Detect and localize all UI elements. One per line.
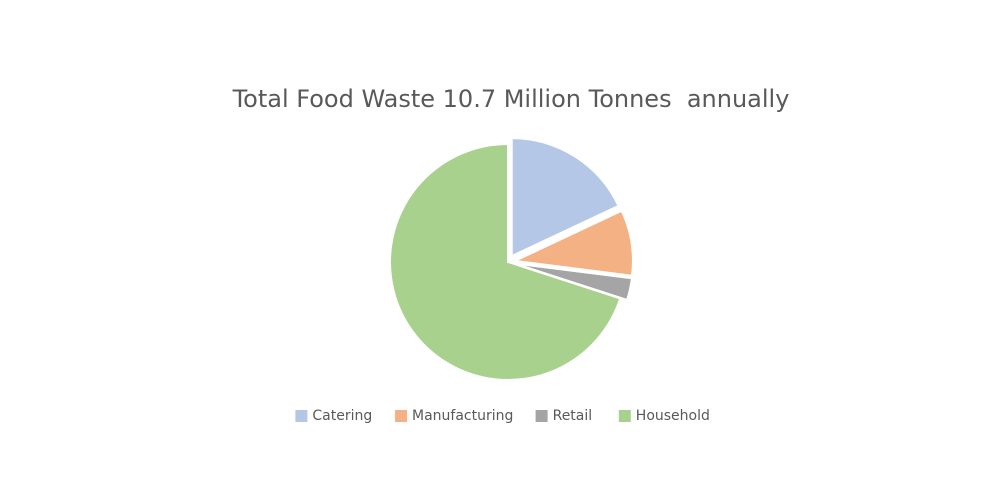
legend-label: Household	[636, 408, 710, 424]
pie-slice	[514, 262, 634, 302]
chart-title: Total Food Waste 10.7 Million Tonnes ann…	[232, 85, 790, 113]
legend-label: Manufacturing	[412, 408, 513, 424]
pie-slice	[511, 209, 634, 277]
legend-swatch	[395, 410, 407, 422]
pie-slice	[510, 137, 620, 258]
legend-swatch	[618, 410, 631, 422]
legend-swatch	[295, 410, 308, 422]
legend-label: Catering	[312, 408, 372, 424]
legend-swatch	[535, 410, 548, 422]
legend-label: Retail	[553, 408, 593, 424]
pie-slice	[389, 142, 622, 381]
